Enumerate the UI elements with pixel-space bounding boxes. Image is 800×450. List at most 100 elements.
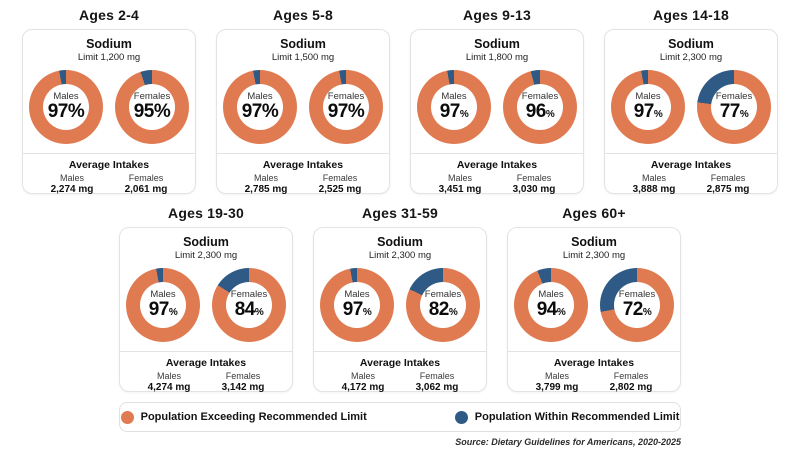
sodium-limit-label: Limit 1,800 mg (465, 52, 529, 63)
donut-center: Males 97% (140, 282, 186, 328)
females-donut-chart: Females 96% (503, 70, 577, 144)
males-intake-value: 4,172 mg (341, 382, 385, 393)
average-intakes-section: Average Intakes Males 4,172 mg Females 3… (314, 351, 486, 400)
females-average-intake: Females 2,875 mg (691, 173, 765, 195)
females-average-intake: Females 2,061 mg (109, 173, 183, 195)
source-citation: Source: Dietary Guidelines for Americans… (455, 437, 681, 447)
age-group-title: Ages 9-13 (463, 7, 531, 23)
age-panel-card: Sodium Limit 1,500 mg Males 97% Females … (216, 29, 390, 195)
donut-row: Males 94% Females 72% (508, 261, 680, 351)
females-donut-chart: Females 77% (697, 70, 771, 144)
age-panel-14-18: Ages 14-18 Sodium Limit 2,300 mg Males 9… (604, 4, 778, 195)
males-label: Males (59, 173, 84, 183)
nutrient-label: Sodium (86, 37, 132, 51)
legend-item-exceeding: Population Exceeding Recommended Limit (120, 410, 367, 424)
donut-center: Females 84% (226, 282, 272, 328)
average-intakes-columns: Males 2,274 mg Females 2,061 mg (31, 171, 187, 195)
age-group-title: Ages 31-59 (362, 205, 438, 221)
donut-gender-label: Males (150, 288, 176, 300)
donut-gender-label: Females (521, 90, 559, 102)
exceeding-legend-dot-icon (120, 410, 134, 424)
average-intakes-columns: Males 3,799 mg Females 2,802 mg (516, 369, 672, 393)
donut-gender-label: Males (247, 90, 273, 102)
donut-gender-label: Females (618, 288, 656, 300)
females-average-intake: Females 3,062 mg (400, 371, 474, 393)
donut-center: Males 94% (528, 282, 574, 328)
donut-percent-value: 72% (622, 299, 652, 321)
females-donut-chart: Females 84% (212, 268, 286, 342)
age-panel-card: Sodium Limit 2,300 mg Males 97% Females … (313, 227, 487, 393)
nutrient-label: Sodium (280, 37, 326, 51)
donut-row: Males 97% Females 95% (23, 63, 195, 153)
males-intake-value: 3,799 mg (535, 382, 579, 393)
females-intake-value: 2,525 mg (318, 184, 362, 195)
females-label: Females (225, 371, 261, 381)
sodium-limit-label: Limit 1,500 mg (271, 52, 335, 63)
males-intake-value: 2,274 mg (50, 184, 94, 195)
average-intakes-header: Average Intakes (456, 159, 538, 171)
males-average-intake: Males 3,888 mg (617, 173, 691, 195)
average-intakes-section: Average Intakes Males 2,785 mg Females 2… (217, 153, 389, 202)
average-intakes-header: Average Intakes (359, 357, 441, 369)
males-intake-value: 2,785 mg (244, 184, 288, 195)
males-intake-value: 3,888 mg (632, 184, 676, 195)
males-average-intake: Males 3,451 mg (423, 173, 497, 195)
donut-row: Males 97% Females 84% (120, 261, 292, 351)
sodium-limit-label: Limit 2,300 mg (174, 250, 238, 261)
age-panel-card: Sodium Limit 2,300 mg Males 94% Females … (507, 227, 681, 393)
females-intake-value: 2,802 mg (609, 382, 653, 393)
donut-row: Males 97% Females 96% (411, 63, 583, 153)
age-panel-card: Sodium Limit 1,800 mg Males 97% Females … (410, 29, 584, 195)
nutrient-label: Sodium (474, 37, 520, 51)
average-intakes-columns: Males 2,785 mg Females 2,525 mg (225, 171, 381, 195)
legend-item-within: Population Within Recommended Limit (454, 410, 680, 424)
males-label: Males (350, 371, 375, 381)
males-donut-chart: Males 97% (29, 70, 103, 144)
males-donut-chart: Males 97% (417, 70, 491, 144)
males-average-intake: Males 3,799 mg (520, 371, 594, 393)
card-header: Sodium Limit 2,300 mg (508, 228, 680, 261)
females-intake-value: 3,142 mg (221, 382, 265, 393)
legend-label-within: Population Within Recommended Limit (474, 411, 680, 423)
card-header: Sodium Limit 2,300 mg (314, 228, 486, 261)
donut-percent-value: 97% (342, 299, 372, 321)
males-label: Males (156, 371, 181, 381)
average-intakes-columns: Males 4,274 mg Females 3,142 mg (128, 369, 284, 393)
legend-label-exceeding: Population Exceeding Recommended Limit (140, 411, 367, 423)
age-group-title: Ages 14-18 (653, 7, 729, 23)
nutrient-label: Sodium (183, 235, 229, 249)
nutrient-label: Sodium (571, 235, 617, 249)
females-donut-chart: Females 82% (406, 268, 480, 342)
age-panel-card: Sodium Limit 2,300 mg Males 97% Females … (604, 29, 778, 195)
donut-percent-value: 95% (133, 101, 171, 123)
males-donut-chart: Males 97% (320, 268, 394, 342)
age-panel-9-13: Ages 9-13 Sodium Limit 1,800 mg Males 97… (410, 4, 584, 195)
donut-center: Females 77% (711, 84, 757, 130)
nutrient-label: Sodium (377, 235, 423, 249)
sodium-limit-label: Limit 1,200 mg (77, 52, 141, 63)
age-panel-card: Sodium Limit 2,300 mg Males 97% Females … (119, 227, 293, 393)
males-average-intake: Males 4,274 mg (132, 371, 206, 393)
age-panel-5-8: Ages 5-8 Sodium Limit 1,500 mg Males 97% (216, 4, 390, 195)
males-donut-chart: Males 97% (126, 268, 200, 342)
bottom-row: Ages 19-30 Sodium Limit 2,300 mg Males 9… (0, 202, 800, 393)
donut-row: Males 97% Females 82% (314, 261, 486, 351)
females-label: Females (613, 371, 649, 381)
females-label: Females (516, 173, 552, 183)
males-label: Males (253, 173, 278, 183)
donut-gender-label: Males (635, 90, 661, 102)
donut-gender-label: Females (327, 90, 365, 102)
top-row: Ages 2-4 Sodium Limit 1,200 mg Males 97% (0, 4, 800, 195)
average-intakes-section: Average Intakes Males 4,274 mg Females 3… (120, 351, 292, 400)
males-donut-chart: Males 94% (514, 268, 588, 342)
donut-gender-label: Males (344, 288, 370, 300)
age-panel-2-4: Ages 2-4 Sodium Limit 1,200 mg Males 97% (22, 4, 196, 195)
females-donut-chart: Females 97% (309, 70, 383, 144)
average-intakes-header: Average Intakes (68, 159, 150, 171)
card-header: Sodium Limit 2,300 mg (605, 30, 777, 63)
donut-center: Females 82% (420, 282, 466, 328)
females-intake-value: 3,030 mg (512, 184, 556, 195)
females-intake-value: 2,061 mg (124, 184, 168, 195)
donut-percent-value: 94% (536, 299, 566, 321)
age-group-title: Ages 19-30 (168, 205, 244, 221)
